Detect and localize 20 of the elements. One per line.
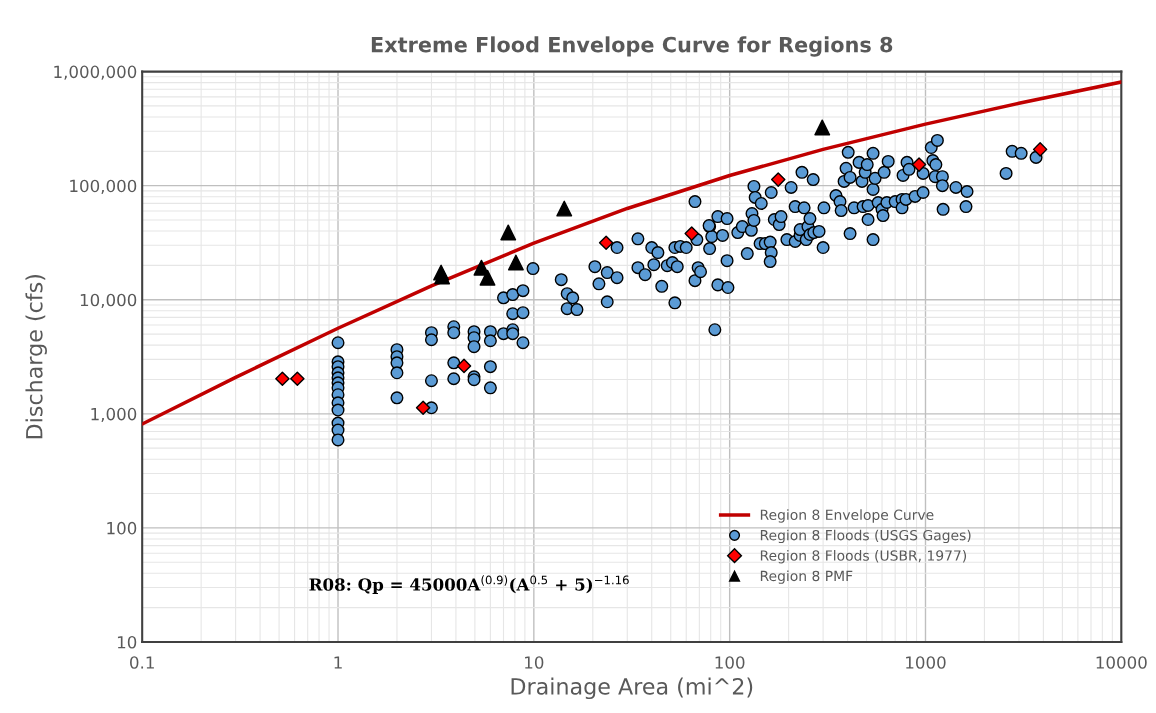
y-tick-label: 1,000 xyxy=(91,407,137,423)
annotation: R08: Qp = 45000A$^{(0.9)}$(A$^{0.5}$ + 5)$^{−1.16}$ xyxy=(309,575,629,595)
legend-label: Region 8 Envelope Curve xyxy=(760,509,934,523)
x-tick-label: 1000 xyxy=(906,656,946,669)
y-tick-label: 100 xyxy=(107,521,137,535)
x-tick-label: 10000 xyxy=(1096,656,1147,669)
x-tick-label: 10 xyxy=(525,656,544,669)
legend-label: Region 8 Floods (USBR, 1977) xyxy=(760,550,967,564)
y-tick-label: 10,000 xyxy=(80,293,137,309)
y-tick-label: 10 xyxy=(117,635,137,649)
x-tick-label: 1 xyxy=(334,656,342,669)
y-tick-label: 1,000,000 xyxy=(54,65,137,80)
chart-title: Extreme Flood Envelope Curve for Regions 8 xyxy=(371,36,893,57)
x-tick-label: 0.1 xyxy=(130,656,154,669)
legend-label: Region 8 PMF xyxy=(760,570,853,584)
x-axis-title: Drainage Area (mi^2) xyxy=(511,677,753,700)
y-tick-label: 100,000 xyxy=(70,179,137,194)
y-axis-title: Discharge (cfs) xyxy=(25,275,47,439)
legend-label: Region 8 Floods (USGS Gages) xyxy=(760,529,971,544)
x-tick-label: 100 xyxy=(715,656,745,669)
